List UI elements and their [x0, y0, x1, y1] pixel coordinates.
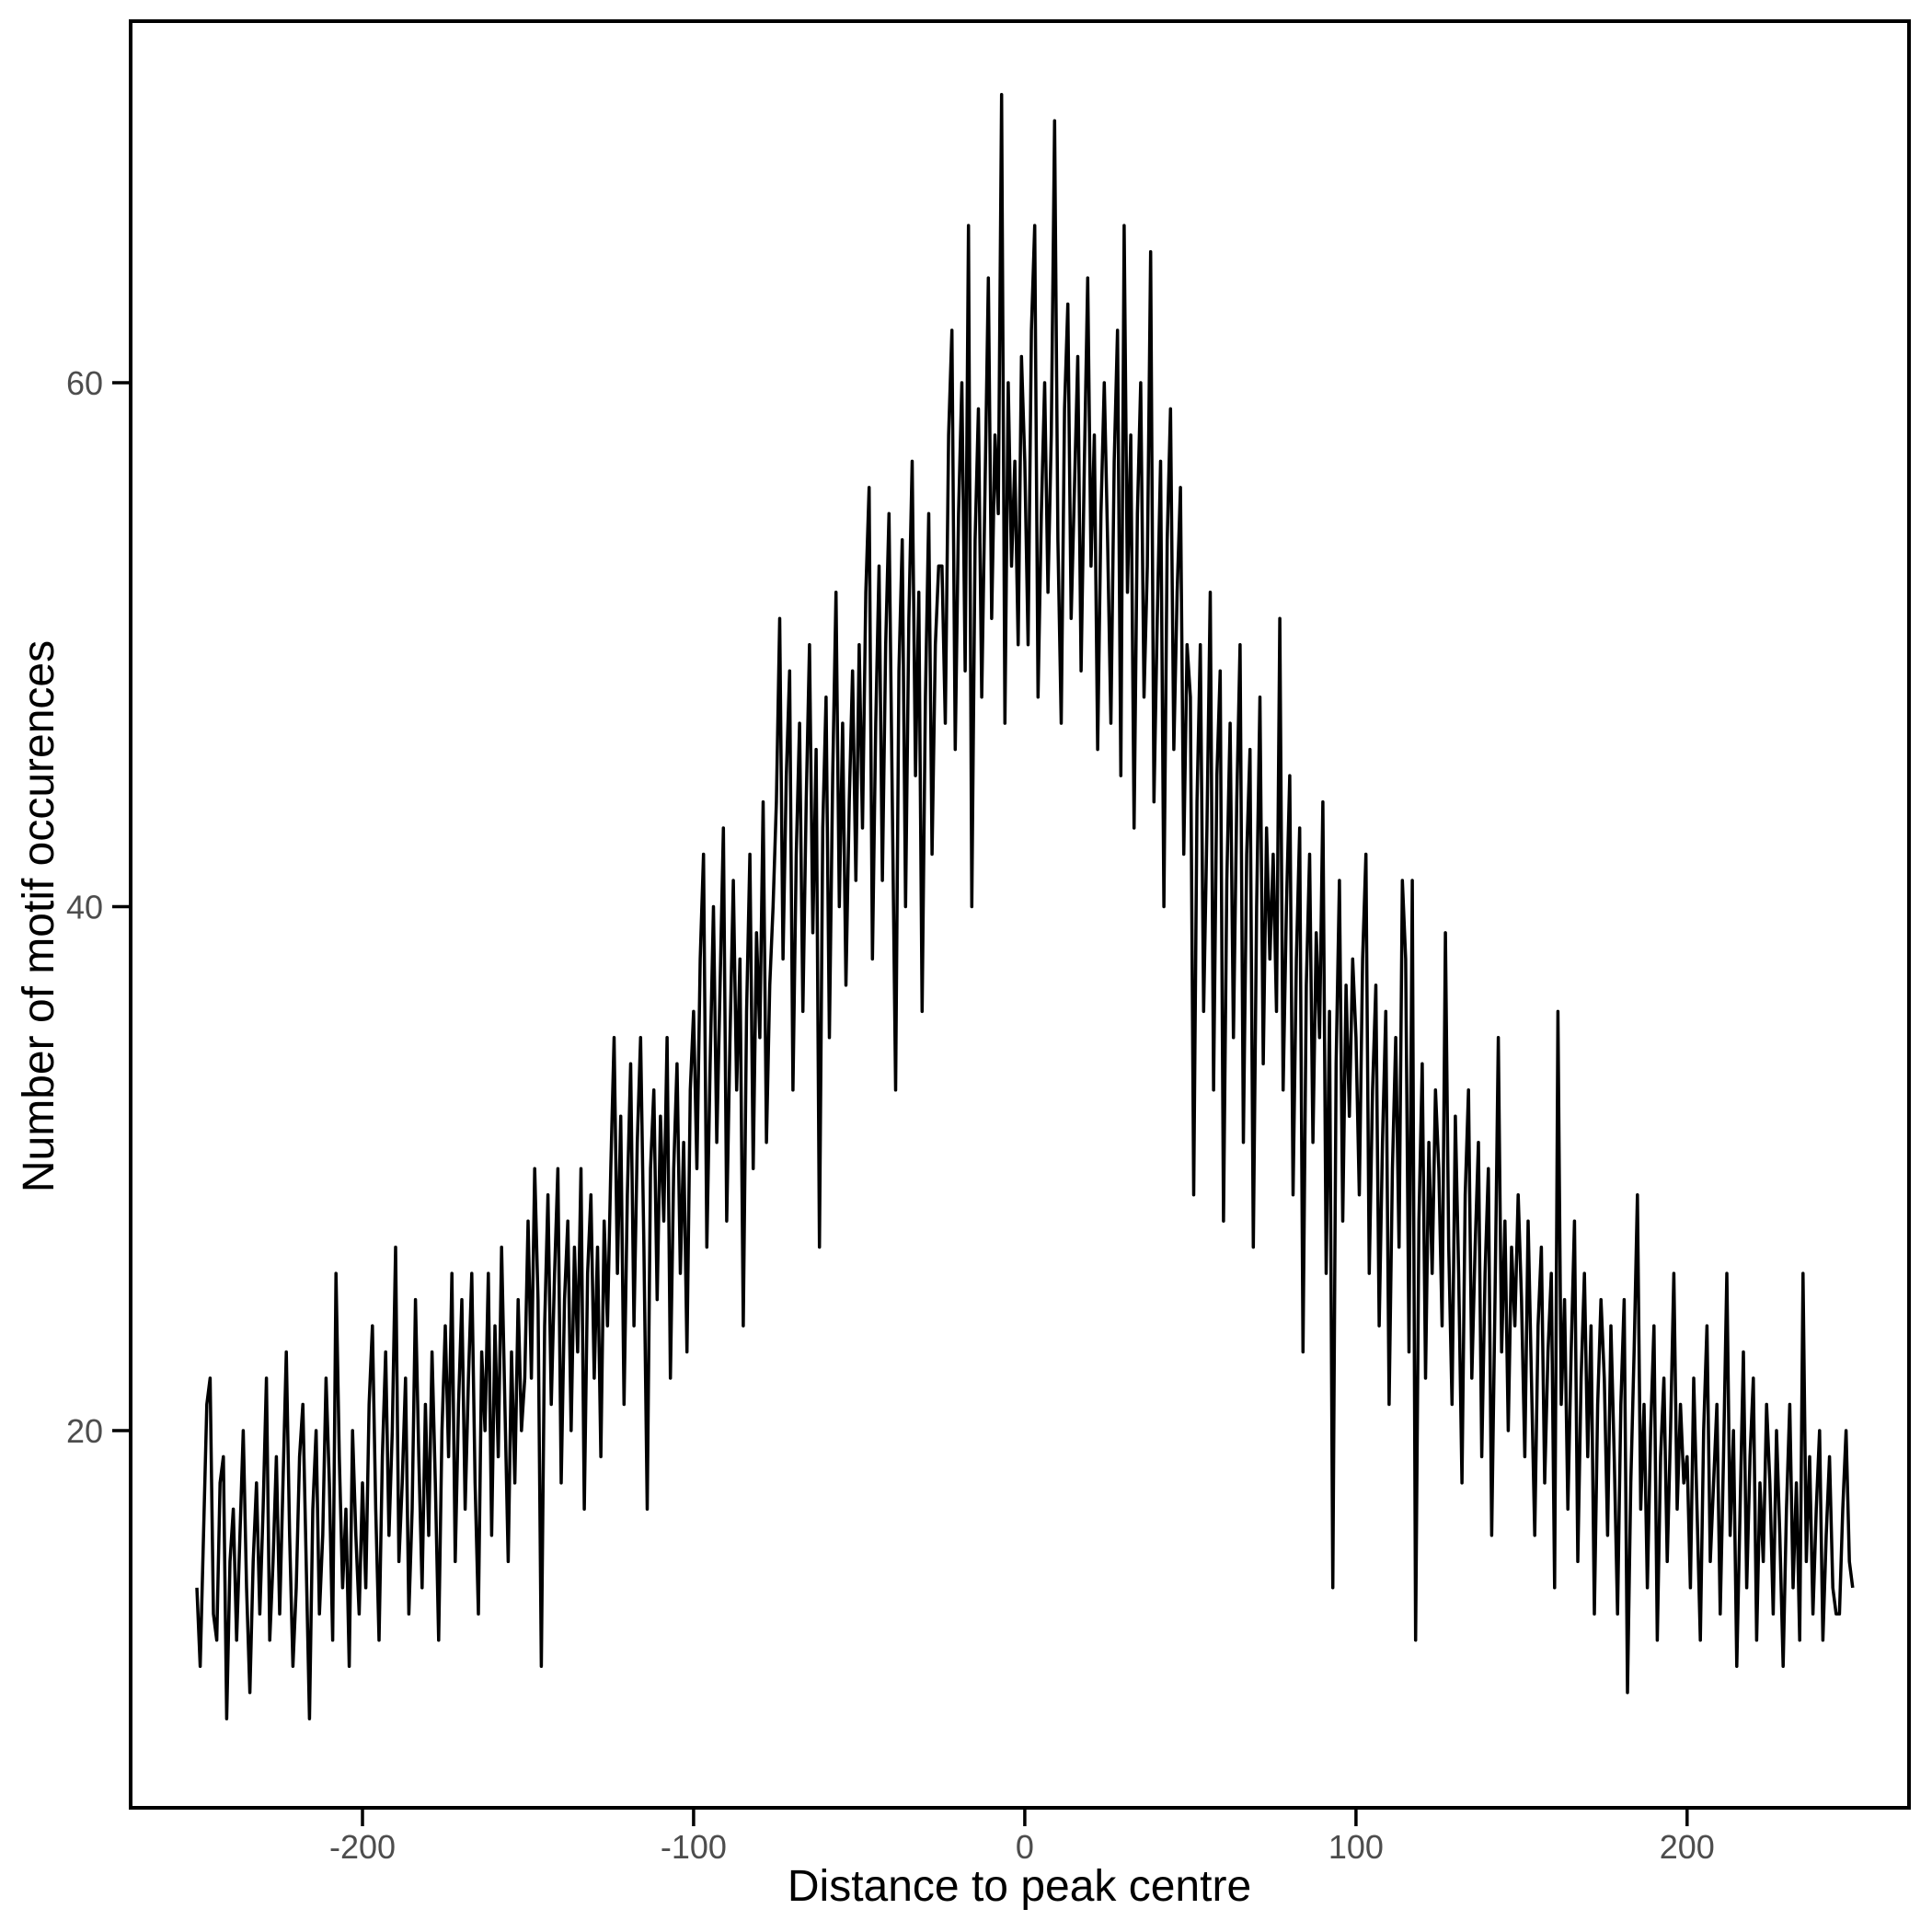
x-tick-label: -100 [661, 1828, 727, 1866]
x-tick-label: 100 [1328, 1828, 1384, 1866]
x-tick-label: 0 [1016, 1828, 1034, 1866]
data-line [195, 92, 1855, 1720]
y-tick-label: 40 [66, 889, 103, 926]
x-tick-label: -200 [329, 1828, 396, 1866]
x-axis-title: Distance to peak centre [788, 1862, 1251, 1911]
y-tick-label: 60 [66, 364, 103, 402]
x-axis: -200 -100 0 100 200 [329, 1810, 1715, 1866]
y-axis: 20 40 60 [66, 364, 129, 1450]
panel-border [129, 19, 1911, 1810]
y-axis-title: Number of motif occurences [15, 640, 63, 1192]
x-tick-label: 200 [1660, 1828, 1715, 1866]
y-tick-label: 20 [66, 1412, 103, 1450]
